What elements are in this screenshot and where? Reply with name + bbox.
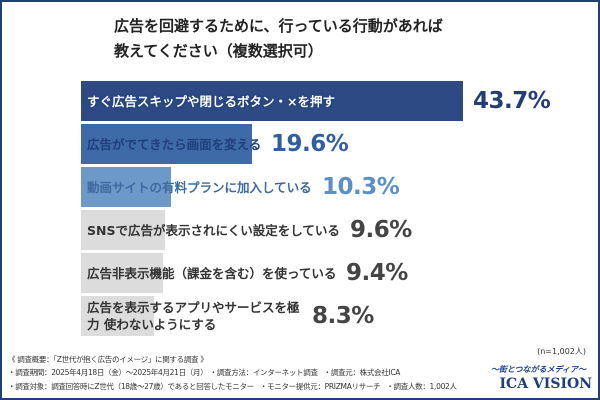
survey-line-2: ・調査対象：調査回答時にZ世代（18歳～27歳）であると回答したモニター ・モニタ… [8, 381, 463, 392]
bar [81, 296, 154, 336]
title-line-1: 広告を回避するために、行っている行動があれば [114, 17, 443, 35]
value-label: 8.3% [312, 303, 374, 329]
chart-title: 広告を回避するために、行っている行動があれば 教えてください（複数選択可） [114, 14, 443, 64]
bar [81, 124, 253, 164]
ica-vision-logo: ICA VISION [499, 376, 593, 392]
bar-label: 動画サイトの有料プランに加入している [87, 179, 312, 195]
sample-size-note: (n=1,002人) [537, 347, 586, 356]
survey-target: ・調査対象：調査回答時にZ世代（18歳～27歳）であると回答したモニター [8, 382, 254, 391]
bar-label: 広告非表示機能（課金を含む）を使っている [87, 265, 337, 281]
bar-label: 広告がでてきたら画面を変える [87, 136, 262, 152]
survey-provider: ・モニター提供元：PRIZMAリサーチ [259, 382, 381, 391]
bar [81, 253, 164, 293]
bar-label: 広告を表示するアプリやサービスを極力 使わないようにする [87, 300, 300, 332]
survey-line-1: ・調査期間：2025年4月18日（金）～2025年4月21日（月） ・調査方法：イ… [8, 367, 406, 378]
value-label: 19.6% [271, 131, 349, 157]
value-label: 10.3% [322, 174, 400, 200]
survey-period: ・調査期間：2025年4月18日（金）～2025年4月21日（月） [8, 368, 204, 377]
survey-heading: 《 調査概要：「Z世代が抱く広告のイメージ」に関する調査 》 [8, 355, 208, 364]
bar [81, 167, 172, 207]
value-label: 9.4% [346, 260, 408, 286]
bar [81, 81, 463, 121]
survey-source: ・調査元：株式会社ICA [323, 368, 401, 377]
bar [81, 210, 165, 250]
survey-count: ・調査人数：1,002人 [386, 382, 457, 391]
brand-tagline: ～街とつながるメディア～ [490, 365, 586, 374]
title-line-2: 教えてください（複数選択可） [114, 42, 323, 60]
value-label: 9.6% [350, 217, 412, 243]
survey-method: ・調査方法：インターネット調査 [209, 368, 318, 377]
bar-label: すぐ広告スキップや閉じるボタン・×を押す [87, 93, 335, 109]
bar-label: SNSで広告が表示されにくい設定をしている [87, 222, 340, 238]
value-label: 43.7% [473, 88, 551, 114]
